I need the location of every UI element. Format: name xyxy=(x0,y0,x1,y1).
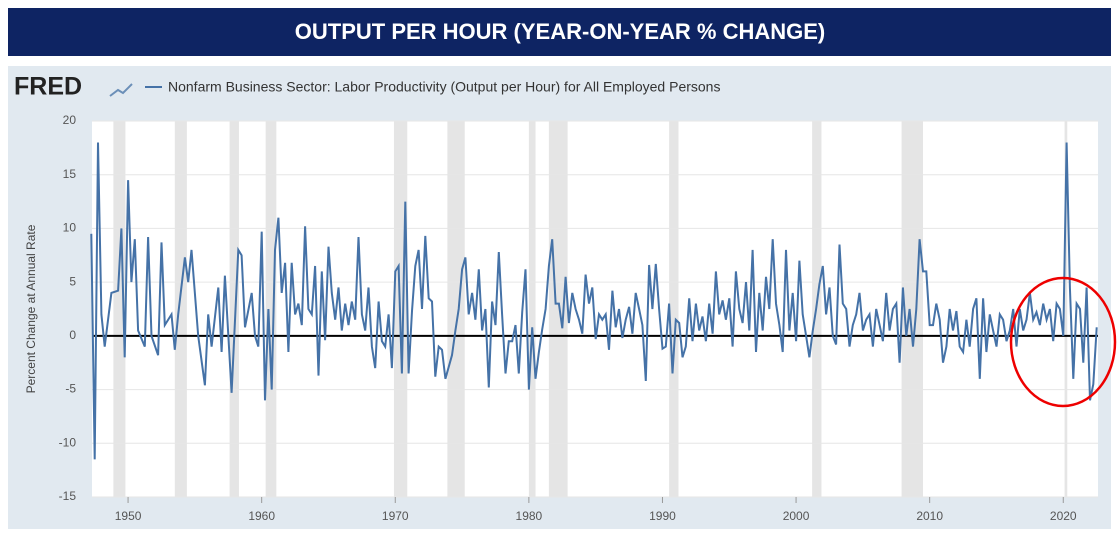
y-tick-label: -10 xyxy=(59,435,77,449)
y-tick-label: 5 xyxy=(69,274,76,288)
series-line xyxy=(90,142,1098,460)
x-tick-label: 2020 xyxy=(1050,509,1077,523)
highlight-circle xyxy=(1009,276,1117,408)
recession-band xyxy=(229,121,239,497)
recession-band xyxy=(1064,121,1068,497)
y-tick-label: 10 xyxy=(63,221,77,235)
x-tick-label: 1990 xyxy=(649,509,676,523)
logo: FRED xyxy=(14,73,82,101)
x-tick-label: 1980 xyxy=(516,509,543,523)
y-tick-label: 15 xyxy=(63,167,77,181)
y-tick-label: -5 xyxy=(65,382,76,396)
logo-icon xyxy=(109,83,133,97)
plot-area xyxy=(92,121,1098,497)
recession-band xyxy=(528,121,536,497)
y-axis-label: Percent Change at Annual Rate xyxy=(24,224,38,393)
y-tick-label: 20 xyxy=(63,113,77,127)
recession-band xyxy=(901,121,923,497)
x-tick-label: 1950 xyxy=(115,509,142,523)
x-tick-label: 1970 xyxy=(382,509,409,523)
recession-band xyxy=(447,121,465,497)
recession-band xyxy=(548,121,568,497)
header-title: OUTPUT PER HOUR (YEAR-ON-YEAR % CHANGE) xyxy=(295,19,825,44)
y-tick-label: 0 xyxy=(69,328,76,342)
recession-band xyxy=(174,121,187,497)
header-bar xyxy=(8,8,1111,56)
recession-band xyxy=(669,121,679,497)
recession-band xyxy=(265,121,277,497)
recession-band xyxy=(113,121,126,497)
x-tick-label: 2010 xyxy=(916,509,943,523)
x-tick-label: 2000 xyxy=(783,509,810,523)
y-tick-label: -15 xyxy=(59,489,77,503)
legend-label: Nonfarm Business Sector: Labor Productiv… xyxy=(168,79,720,95)
x-tick-label: 1960 xyxy=(248,509,275,523)
